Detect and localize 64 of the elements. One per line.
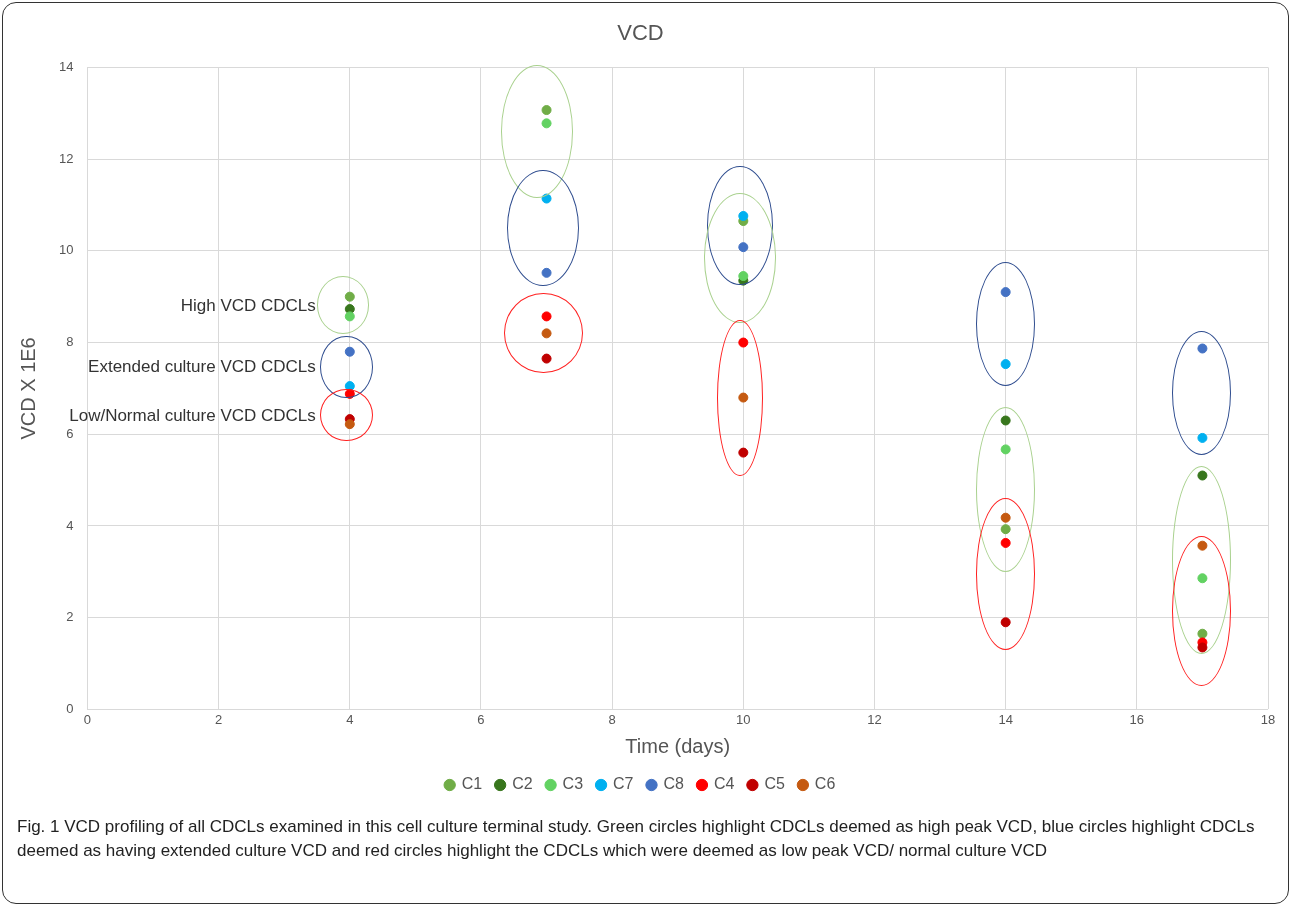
- caption: Fig. 1 VCD profiling of all CDCLs examined in this cell culture terminal study. Green circles highlight CDCLs deemed as high peak VCD, blue circles highlight CDCLs deemed as having extended culture VCD and red circles highlight the CDCLs which were deemed as low peak VCD/ normal culture VCD: [17, 816, 1256, 862]
- point: [541, 328, 552, 339]
- x-tick-label: 12: [867, 711, 882, 727]
- point: [738, 242, 749, 253]
- y-tick-label: 10: [58, 242, 74, 258]
- point: [1197, 432, 1208, 443]
- point: [738, 271, 749, 282]
- point: [1000, 512, 1011, 523]
- y-axis-title: VCD X 1E6: [16, 337, 39, 440]
- point: [344, 419, 355, 430]
- point: [738, 337, 749, 348]
- point: [1000, 444, 1011, 455]
- point: [1000, 537, 1011, 548]
- y-tick-label: 0: [66, 700, 74, 716]
- legend-label: C4: [713, 775, 735, 793]
- point: [1197, 540, 1208, 551]
- chart-title: VCD: [617, 20, 664, 46]
- point: [1000, 524, 1011, 535]
- annotation: High VCD CDCLs: [180, 295, 316, 315]
- y-tick-label: 12: [58, 150, 74, 166]
- point: [541, 118, 552, 129]
- point: [541, 353, 552, 364]
- point: [738, 392, 749, 403]
- x-tick-label: 18: [1260, 711, 1276, 727]
- y-tick-label: 4: [66, 517, 74, 533]
- x-tick-label: 16: [1129, 711, 1145, 727]
- x-tick-label: 8: [608, 711, 616, 727]
- y-tick-label: 6: [66, 425, 74, 441]
- legend-label: C3: [562, 775, 584, 793]
- point: [541, 105, 552, 116]
- point: [1197, 573, 1208, 584]
- y-tick-label: 8: [66, 334, 74, 350]
- point: [1000, 617, 1011, 628]
- point: [1197, 470, 1208, 481]
- y-tick-label: 14: [58, 58, 74, 74]
- x-tick-label: 10: [736, 711, 751, 727]
- x-tick-label: 0: [83, 711, 92, 727]
- x-tick-label: 6: [477, 711, 485, 727]
- point: [1000, 415, 1011, 426]
- point: [344, 346, 355, 357]
- point: [541, 267, 552, 278]
- legend-label: C8: [663, 775, 685, 793]
- point: [738, 210, 749, 221]
- legend-label: C6: [814, 775, 836, 793]
- legend-label: C2: [512, 775, 533, 793]
- point: [344, 291, 355, 302]
- point: [1000, 287, 1011, 298]
- annotation: Low/Normal culture VCD CDCLs: [69, 405, 316, 425]
- y-tick-label: 2: [66, 609, 74, 625]
- point: [1197, 343, 1208, 354]
- point: [541, 311, 552, 322]
- legend-label: C7: [613, 775, 634, 793]
- point: [1000, 359, 1011, 370]
- legend-label: C1: [461, 775, 483, 793]
- x-tick-label: 14: [998, 711, 1013, 727]
- legend-label: C5: [764, 775, 785, 793]
- annotation: Extended culture VCD CDCLs: [88, 357, 316, 377]
- point: [1197, 628, 1208, 639]
- point: [344, 311, 355, 322]
- point: [1197, 642, 1208, 653]
- point: [738, 447, 749, 458]
- x-axis-title: Time (days): [625, 734, 731, 757]
- x-tick-label: 2: [215, 711, 223, 727]
- x-tick-label: 4: [346, 711, 354, 727]
